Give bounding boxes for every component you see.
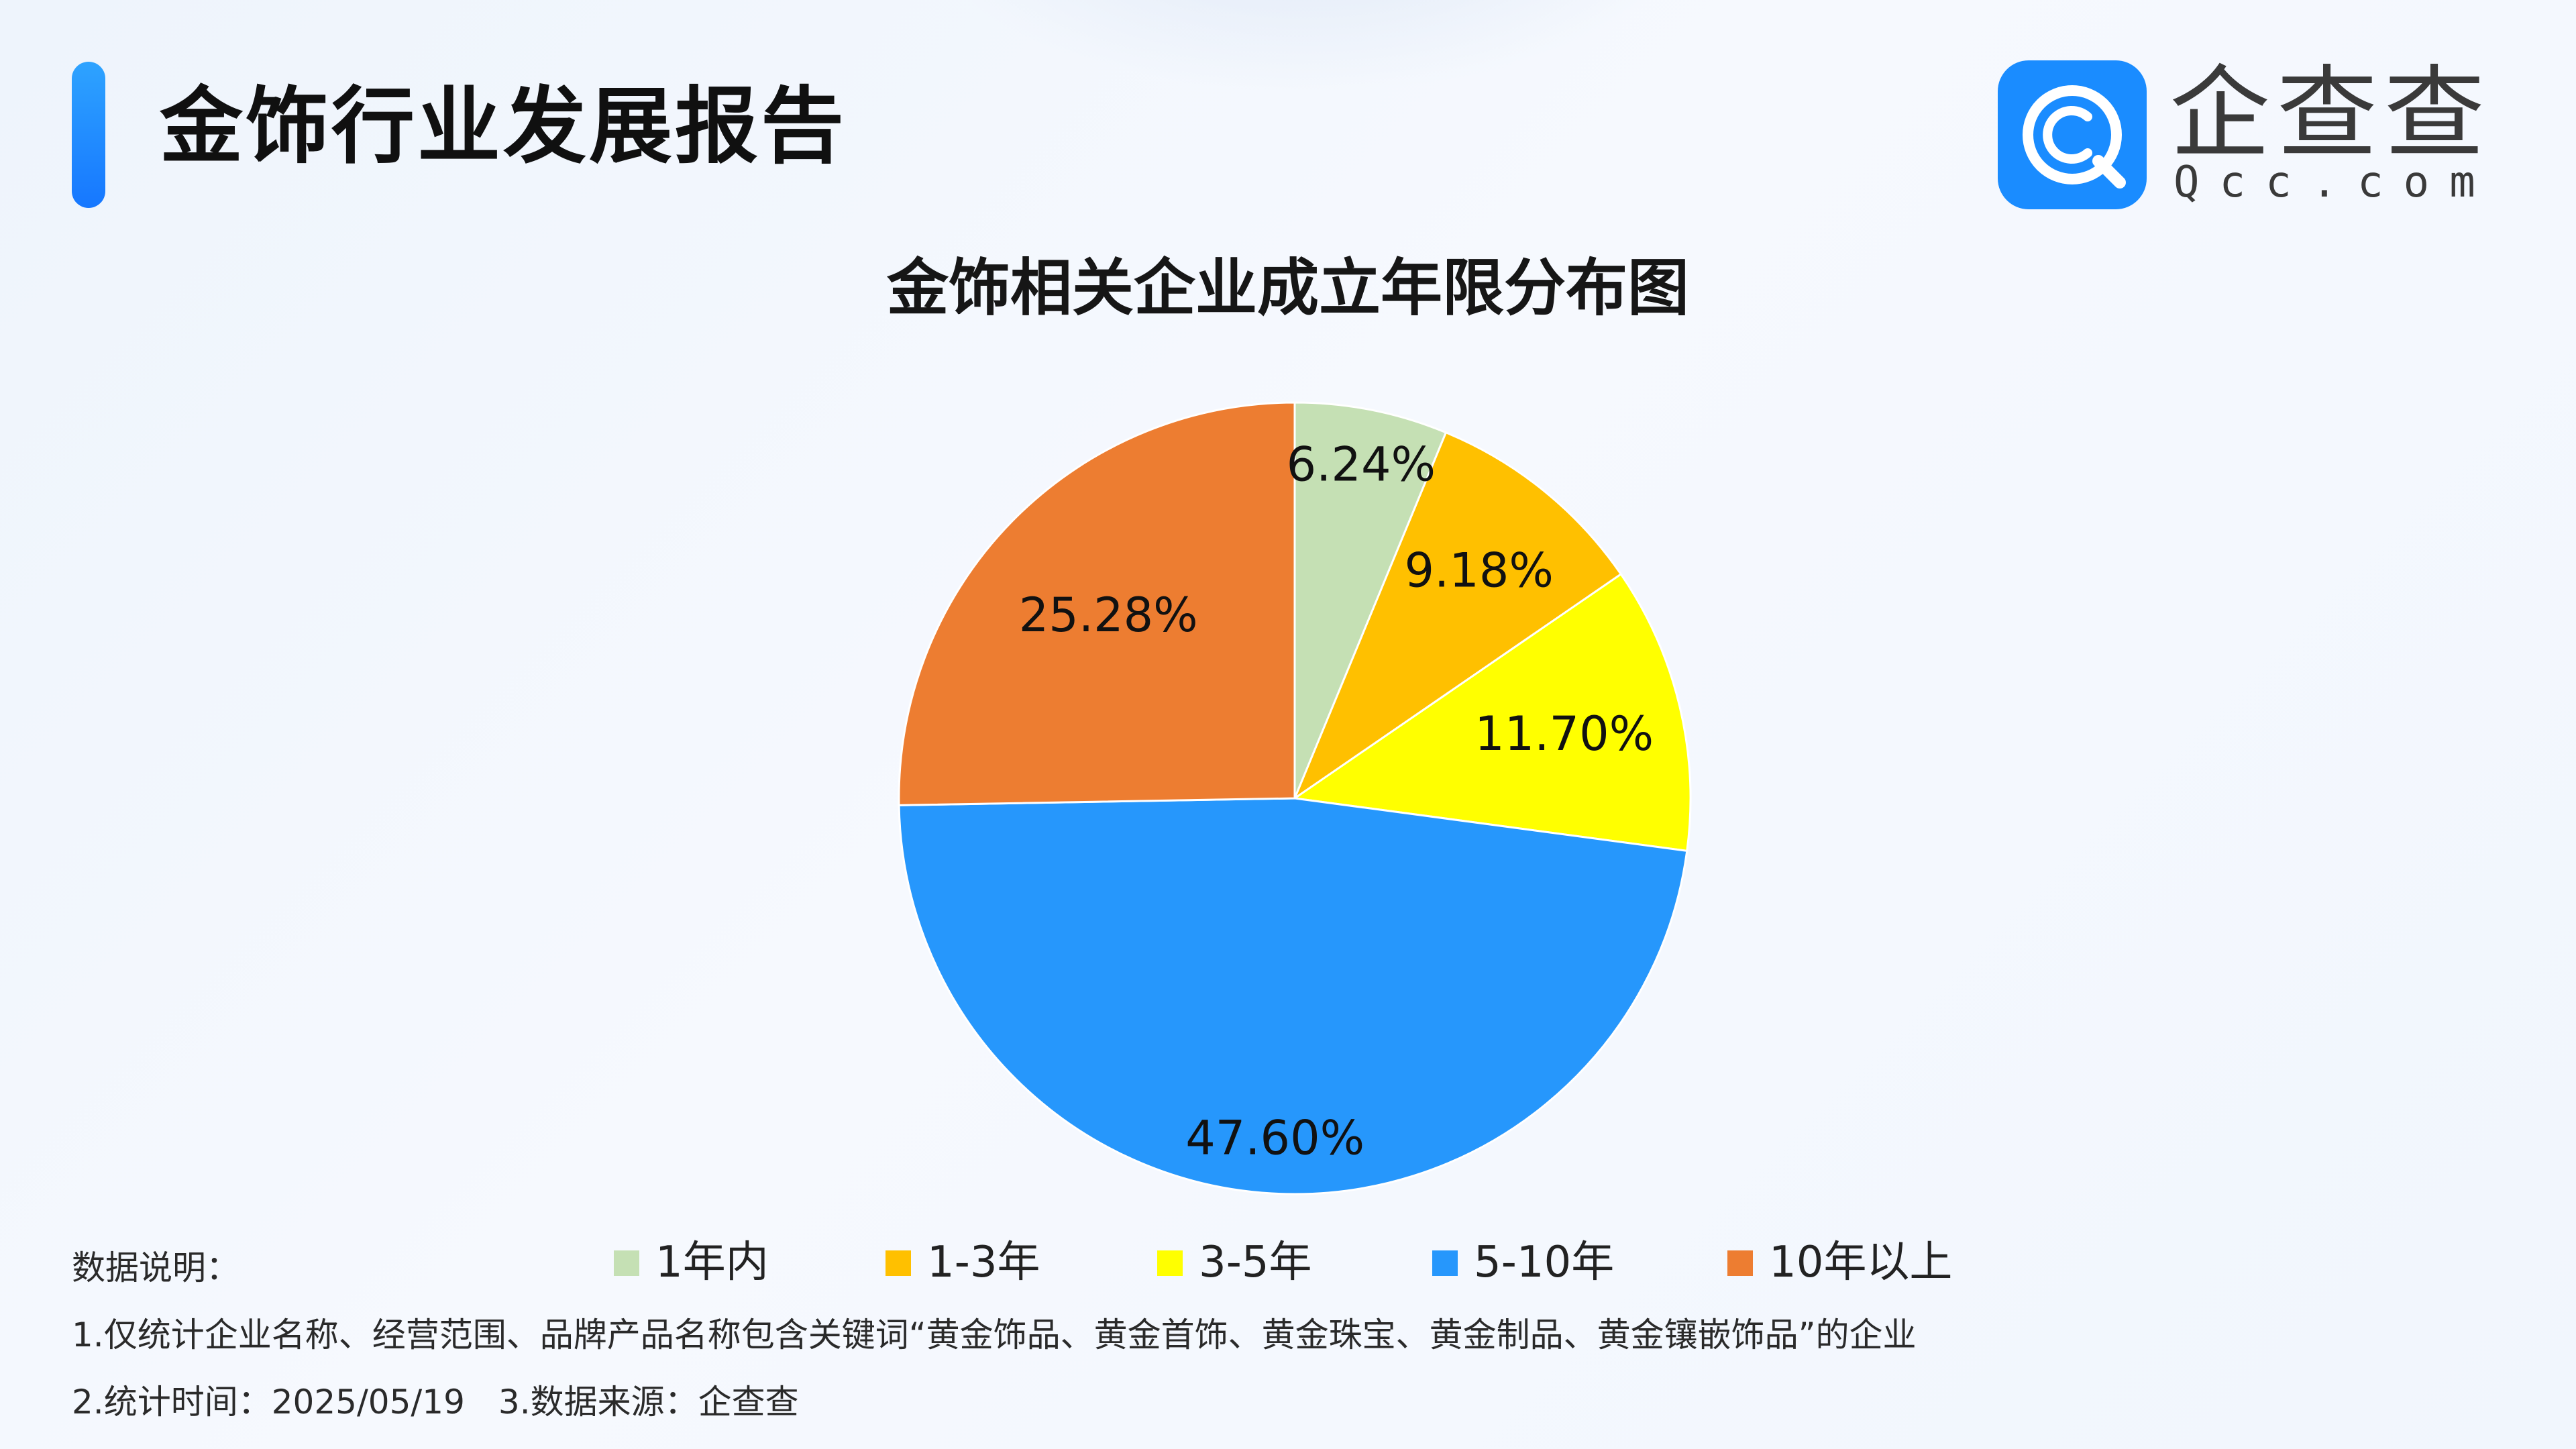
pie-chart: 6.24% 9.18% 11.70% 47.60% 25.28%: [898, 401, 1692, 1195]
pie-data-label-5: 25.28%: [1019, 588, 1198, 643]
pie-slice-2: [1292, 431, 1623, 802]
background-glow: [906, 0, 1711, 94]
report-title: 金饰行业发展报告: [160, 78, 847, 175]
pie-slice-4: [898, 797, 1688, 1195]
brand-domain: Qcc.com: [2174, 158, 2496, 207]
pie-data-label-4: 47.60%: [1185, 1111, 1364, 1166]
title-accent-bar: [72, 62, 105, 208]
qcc-logo-icon: [1998, 60, 2147, 209]
legend-label: 1年内: [655, 1238, 769, 1287]
legend-label: 3-5年: [1199, 1238, 1312, 1287]
legend-swatch: [614, 1250, 639, 1276]
notes-line-1: 1.仅统计企业名称、经营范围、品牌产品名称包含关键词“黄金饰品、黄金首饰、黄金珠…: [72, 1316, 1917, 1354]
legend-swatch: [1432, 1250, 1458, 1276]
notes-line-2: 2.统计时间：2025/05/19 3.数据来源：企查查: [72, 1383, 799, 1421]
legend-label: 10年以上: [1769, 1238, 1953, 1287]
pie-slice-5: [898, 401, 1296, 806]
pie-slice-1: [1293, 401, 1448, 799]
legend-label: 5-10年: [1474, 1238, 1615, 1287]
data-notes: 数据说明： 1.仅统计企业名称、经营范围、品牌产品名称包含关键词“黄金饰品、黄金…: [72, 1234, 1917, 1436]
pie-data-label-1: 6.24%: [1287, 437, 1436, 492]
notes-heading: 数据说明：: [72, 1248, 239, 1287]
legend-label: 1-3年: [927, 1238, 1040, 1287]
brand-name: 企查查: [2169, 56, 2492, 172]
chart-title: 金饰相关企业成立年限分布图: [886, 252, 1689, 324]
legend-swatch: [1727, 1250, 1753, 1276]
chart-legend: 1年内 1-3年 3-5年 5-10年 10年以上: [0, 1228, 2576, 1295]
legend-swatch: [885, 1250, 911, 1276]
pie-data-label-2: 9.18%: [1405, 543, 1554, 598]
legend-swatch: [1157, 1250, 1183, 1276]
pie-slice-3: [1291, 572, 1692, 853]
pie-data-label-3: 11.70%: [1474, 706, 1654, 761]
